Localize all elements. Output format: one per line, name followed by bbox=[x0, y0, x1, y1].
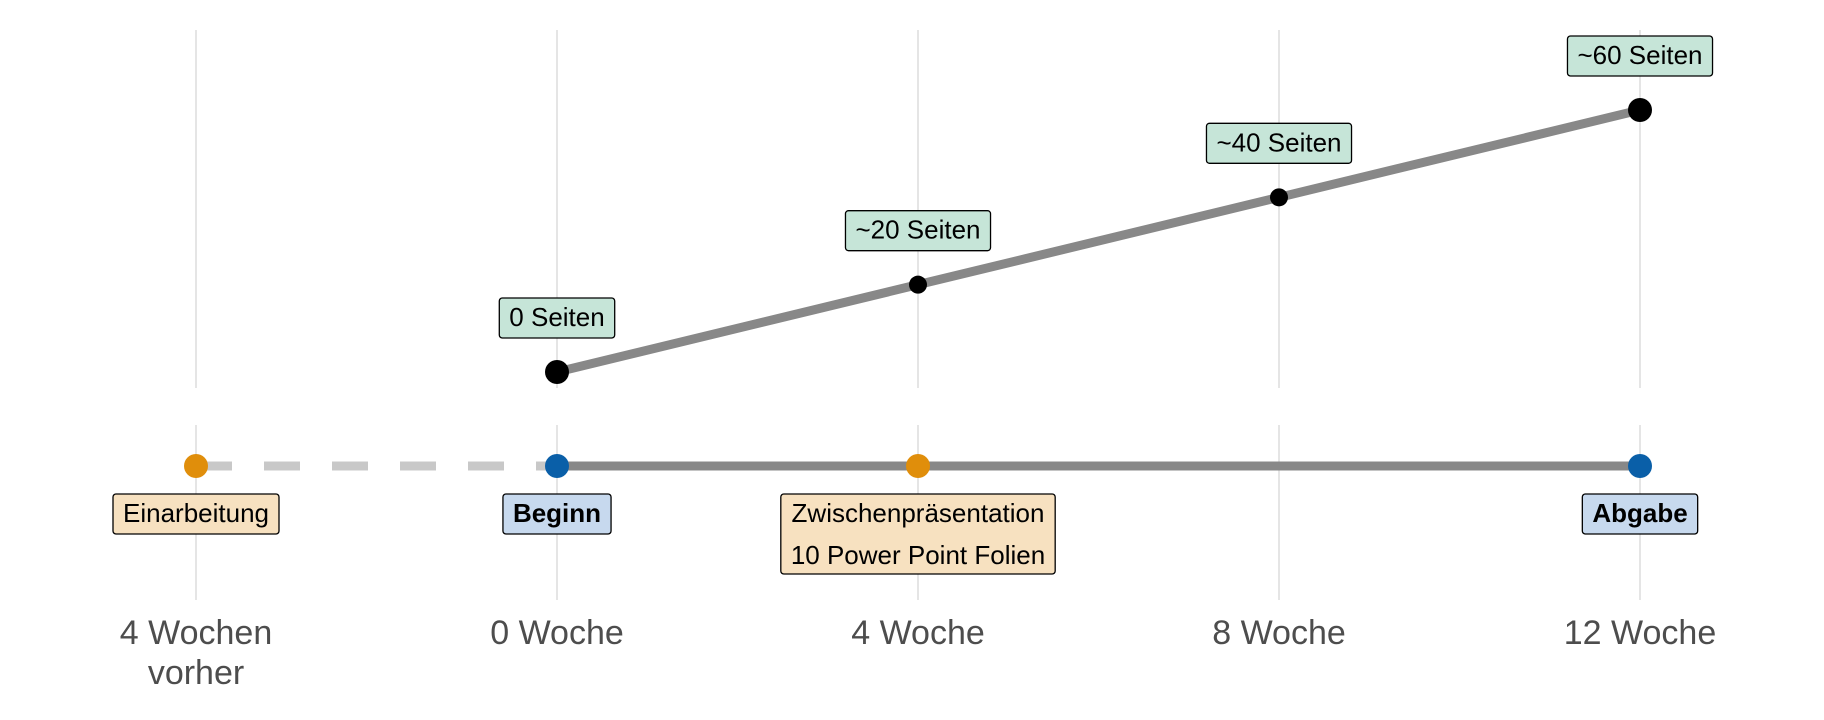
progress-point-label-text: ~60 Seiten bbox=[1577, 40, 1702, 70]
timeline-event-dot bbox=[1628, 454, 1652, 478]
progress-point-label-box bbox=[1205, 122, 1353, 164]
timeline-event-label: Zwischenpräsentation 10 Power Point Folie… bbox=[780, 493, 1056, 575]
progress-point bbox=[1270, 188, 1288, 207]
progress-point-label: ~60 Seiten bbox=[1566, 35, 1714, 77]
progress-point-label-box bbox=[498, 297, 616, 339]
progress-point bbox=[545, 360, 569, 384]
timeline-event-label-text: Abgabe bbox=[1592, 498, 1687, 528]
timeline-event-label: Einarbeitung bbox=[112, 493, 280, 535]
page-progress-series: 0 Seiten ~20 Seiten ~40 Seiten ~60 Seiten bbox=[498, 35, 1714, 384]
x-tick-label: 8 Woche bbox=[1212, 614, 1346, 652]
timeline-event-dot bbox=[184, 454, 208, 478]
timeline-event-label-text: Einarbeitung bbox=[123, 498, 269, 528]
timeline-event-dot bbox=[545, 454, 569, 478]
x-tick-label: 4 Wochen bbox=[120, 614, 272, 652]
progress-point-label-text: ~20 Seiten bbox=[855, 215, 980, 245]
progress-line bbox=[555, 105, 1642, 377]
progress-point-label-text: 0 Seiten bbox=[509, 302, 604, 332]
timeline-track: Einarbeitung Beginn Zwischenpräsentation 10… bbox=[112, 454, 1699, 575]
timeline-event-label-text: Zwischenpräsentation bbox=[792, 498, 1045, 528]
progress-point-label: ~40 Seiten bbox=[1205, 122, 1353, 164]
progress-point-label: ~20 Seiten bbox=[844, 210, 992, 252]
timeline-event-label-box bbox=[1581, 493, 1699, 535]
progress-point bbox=[1628, 98, 1652, 122]
timeline-event-label-box bbox=[502, 493, 612, 535]
timeline-event-label-box bbox=[112, 493, 280, 535]
timeline-event-label: Abgabe bbox=[1581, 493, 1699, 535]
progress-point-label: 0 Seiten bbox=[498, 297, 616, 339]
x-tick-label: 12 Woche bbox=[1564, 614, 1716, 652]
timeline-event-dot bbox=[906, 454, 930, 478]
progress-point-label-box bbox=[1566, 35, 1714, 77]
timeline-event-label-text: 10 Power Point Folien bbox=[791, 540, 1045, 570]
timeline-event-label: Beginn bbox=[502, 493, 612, 535]
x-tick-label: 0 Woche bbox=[490, 614, 624, 652]
timeline-event-label-box bbox=[780, 493, 1056, 575]
x-tick-label: vorher bbox=[148, 654, 244, 692]
progress-point-label-box bbox=[844, 210, 992, 252]
progress-point-label-text: ~40 Seiten bbox=[1216, 127, 1341, 157]
timeline-event-label-text: Beginn bbox=[513, 498, 601, 528]
x-tick-label: 4 Woche bbox=[851, 614, 985, 652]
progress-point bbox=[909, 275, 927, 294]
